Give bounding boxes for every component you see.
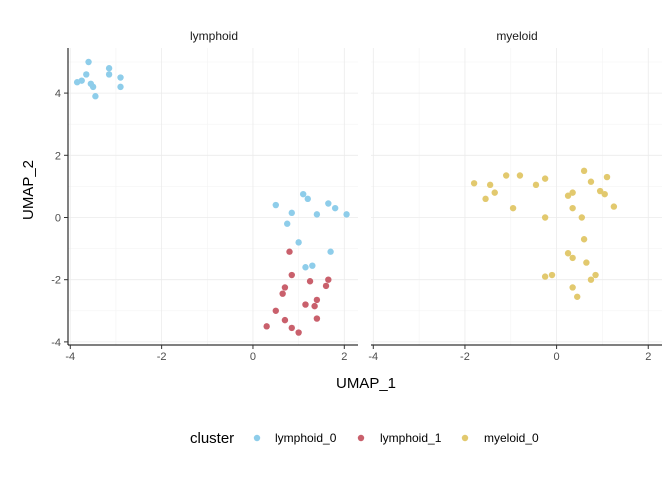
point-lymphoid-0 (117, 74, 124, 81)
legend-key-lymphoid-1 (357, 434, 365, 442)
point-myeloid-0 (603, 173, 611, 181)
point-myeloid-0 (587, 276, 595, 283)
point-lymphoid-0 (83, 71, 90, 78)
point-myeloid-0 (578, 214, 586, 221)
point-myeloid-0 (486, 181, 494, 189)
x-axis-title: UMAP_1 (336, 375, 396, 392)
point-lymphoid-0 (288, 209, 295, 217)
y-tick-label: -4 (51, 337, 61, 349)
point-lymphoid-0 (302, 264, 309, 271)
point-myeloid-0 (564, 250, 572, 257)
point-myeloid-0 (532, 181, 540, 189)
point-lymphoid-0 (343, 211, 350, 218)
facet-label-myeloid: myeloid (496, 29, 537, 43)
point-myeloid-0 (569, 284, 576, 291)
x-tick-label: -4 (65, 351, 75, 363)
point-myeloid-0 (548, 271, 556, 279)
point-lymphoid-1 (288, 271, 295, 279)
point-lymphoid-0 (73, 79, 81, 86)
y-axis-title: UMAP_2 (20, 160, 37, 220)
point-lymphoid-1 (263, 323, 270, 330)
point-lymphoid-0 (89, 83, 97, 91)
point-lymphoid-0 (295, 239, 302, 246)
point-lymphoid-1 (279, 290, 286, 297)
point-myeloid-0 (482, 195, 489, 203)
x-tick-label: -2 (157, 351, 167, 363)
point-myeloid-0 (569, 204, 576, 212)
x-tick-label: 2 (341, 351, 347, 363)
point-myeloid-0 (502, 172, 510, 179)
point-myeloid-0 (596, 187, 604, 195)
legend-label-myeloid-0: myeloid_0 (484, 431, 539, 445)
legend-label-lymphoid-0: lymphoid_0 (275, 431, 337, 445)
point-lymphoid-1 (302, 301, 309, 308)
legend-key-lymphoid-0 (253, 434, 261, 442)
y-tick-label: -2 (51, 275, 61, 287)
point-myeloid-0 (580, 167, 588, 175)
point-lymphoid-1 (325, 276, 332, 283)
point-lymphoid-0 (117, 83, 124, 91)
y-tick-label: 2 (55, 150, 61, 162)
point-lymphoid-0 (92, 93, 99, 100)
point-myeloid-0 (574, 293, 581, 300)
y-tick-label: 4 (55, 88, 61, 100)
data-points (73, 58, 618, 336)
point-myeloid-0 (541, 214, 549, 221)
legend: cluster lymphoid_0 lymphoid_1 myeloid_0 (190, 430, 539, 447)
tick-labels: -4 -2 0 2 -4 -2 0 2 -4 -2 0 2 4 (51, 88, 651, 363)
point-myeloid-0 (569, 189, 576, 196)
point-lymphoid-0 (331, 204, 339, 212)
x-tick-label: -2 (460, 351, 470, 363)
legend-label-lymphoid-1: lymphoid_1 (380, 431, 442, 445)
point-lymphoid-0 (304, 195, 311, 203)
axes (64, 48, 662, 349)
point-lymphoid-0 (309, 262, 316, 269)
point-lymphoid-0 (284, 220, 291, 227)
x-tick-label: 0 (554, 351, 560, 363)
point-lymphoid-0 (105, 65, 113, 72)
point-lymphoid-1 (272, 307, 279, 314)
point-myeloid-0 (587, 178, 595, 185)
x-tick-label: 2 (645, 351, 651, 363)
point-myeloid-0 (541, 175, 549, 182)
point-myeloid-0 (601, 190, 608, 198)
point-lymphoid-0 (327, 248, 334, 255)
point-myeloid-0 (509, 204, 517, 212)
point-lymphoid-1 (288, 324, 295, 332)
point-lymphoid-1 (295, 329, 302, 336)
point-myeloid-0 (610, 203, 618, 210)
point-lymphoid-1 (311, 302, 318, 310)
point-myeloid-0 (470, 180, 478, 187)
point-myeloid-0 (592, 271, 599, 279)
gridlines (68, 48, 662, 345)
point-myeloid-0 (541, 273, 549, 280)
legend-title: cluster (190, 430, 234, 447)
point-lymphoid-0 (325, 200, 332, 207)
point-lymphoid-0 (85, 58, 92, 66)
point-lymphoid-1 (313, 296, 321, 304)
facet-label-lymphoid: lymphoid (190, 29, 238, 43)
point-lymphoid-0 (299, 190, 307, 198)
point-lymphoid-0 (313, 211, 321, 218)
point-myeloid-0 (491, 189, 498, 196)
point-lymphoid-1 (281, 284, 289, 291)
point-lymphoid-1 (313, 315, 321, 322)
legend-key-myeloid-0 (461, 434, 469, 442)
point-myeloid-0 (580, 236, 588, 243)
point-lymphoid-0 (105, 71, 113, 78)
point-myeloid-0 (583, 259, 590, 266)
point-myeloid-0 (516, 172, 524, 179)
x-tick-label: -4 (368, 351, 378, 363)
point-lymphoid-1 (286, 248, 293, 255)
point-myeloid-0 (569, 254, 576, 262)
y-tick-label: 0 (55, 212, 61, 224)
point-myeloid-0 (564, 192, 572, 199)
point-lymphoid-0 (272, 201, 279, 209)
x-tick-label: 0 (250, 351, 256, 363)
point-lymphoid-1 (322, 282, 330, 290)
point-lymphoid-1 (281, 316, 289, 324)
point-lymphoid-1 (306, 278, 314, 285)
